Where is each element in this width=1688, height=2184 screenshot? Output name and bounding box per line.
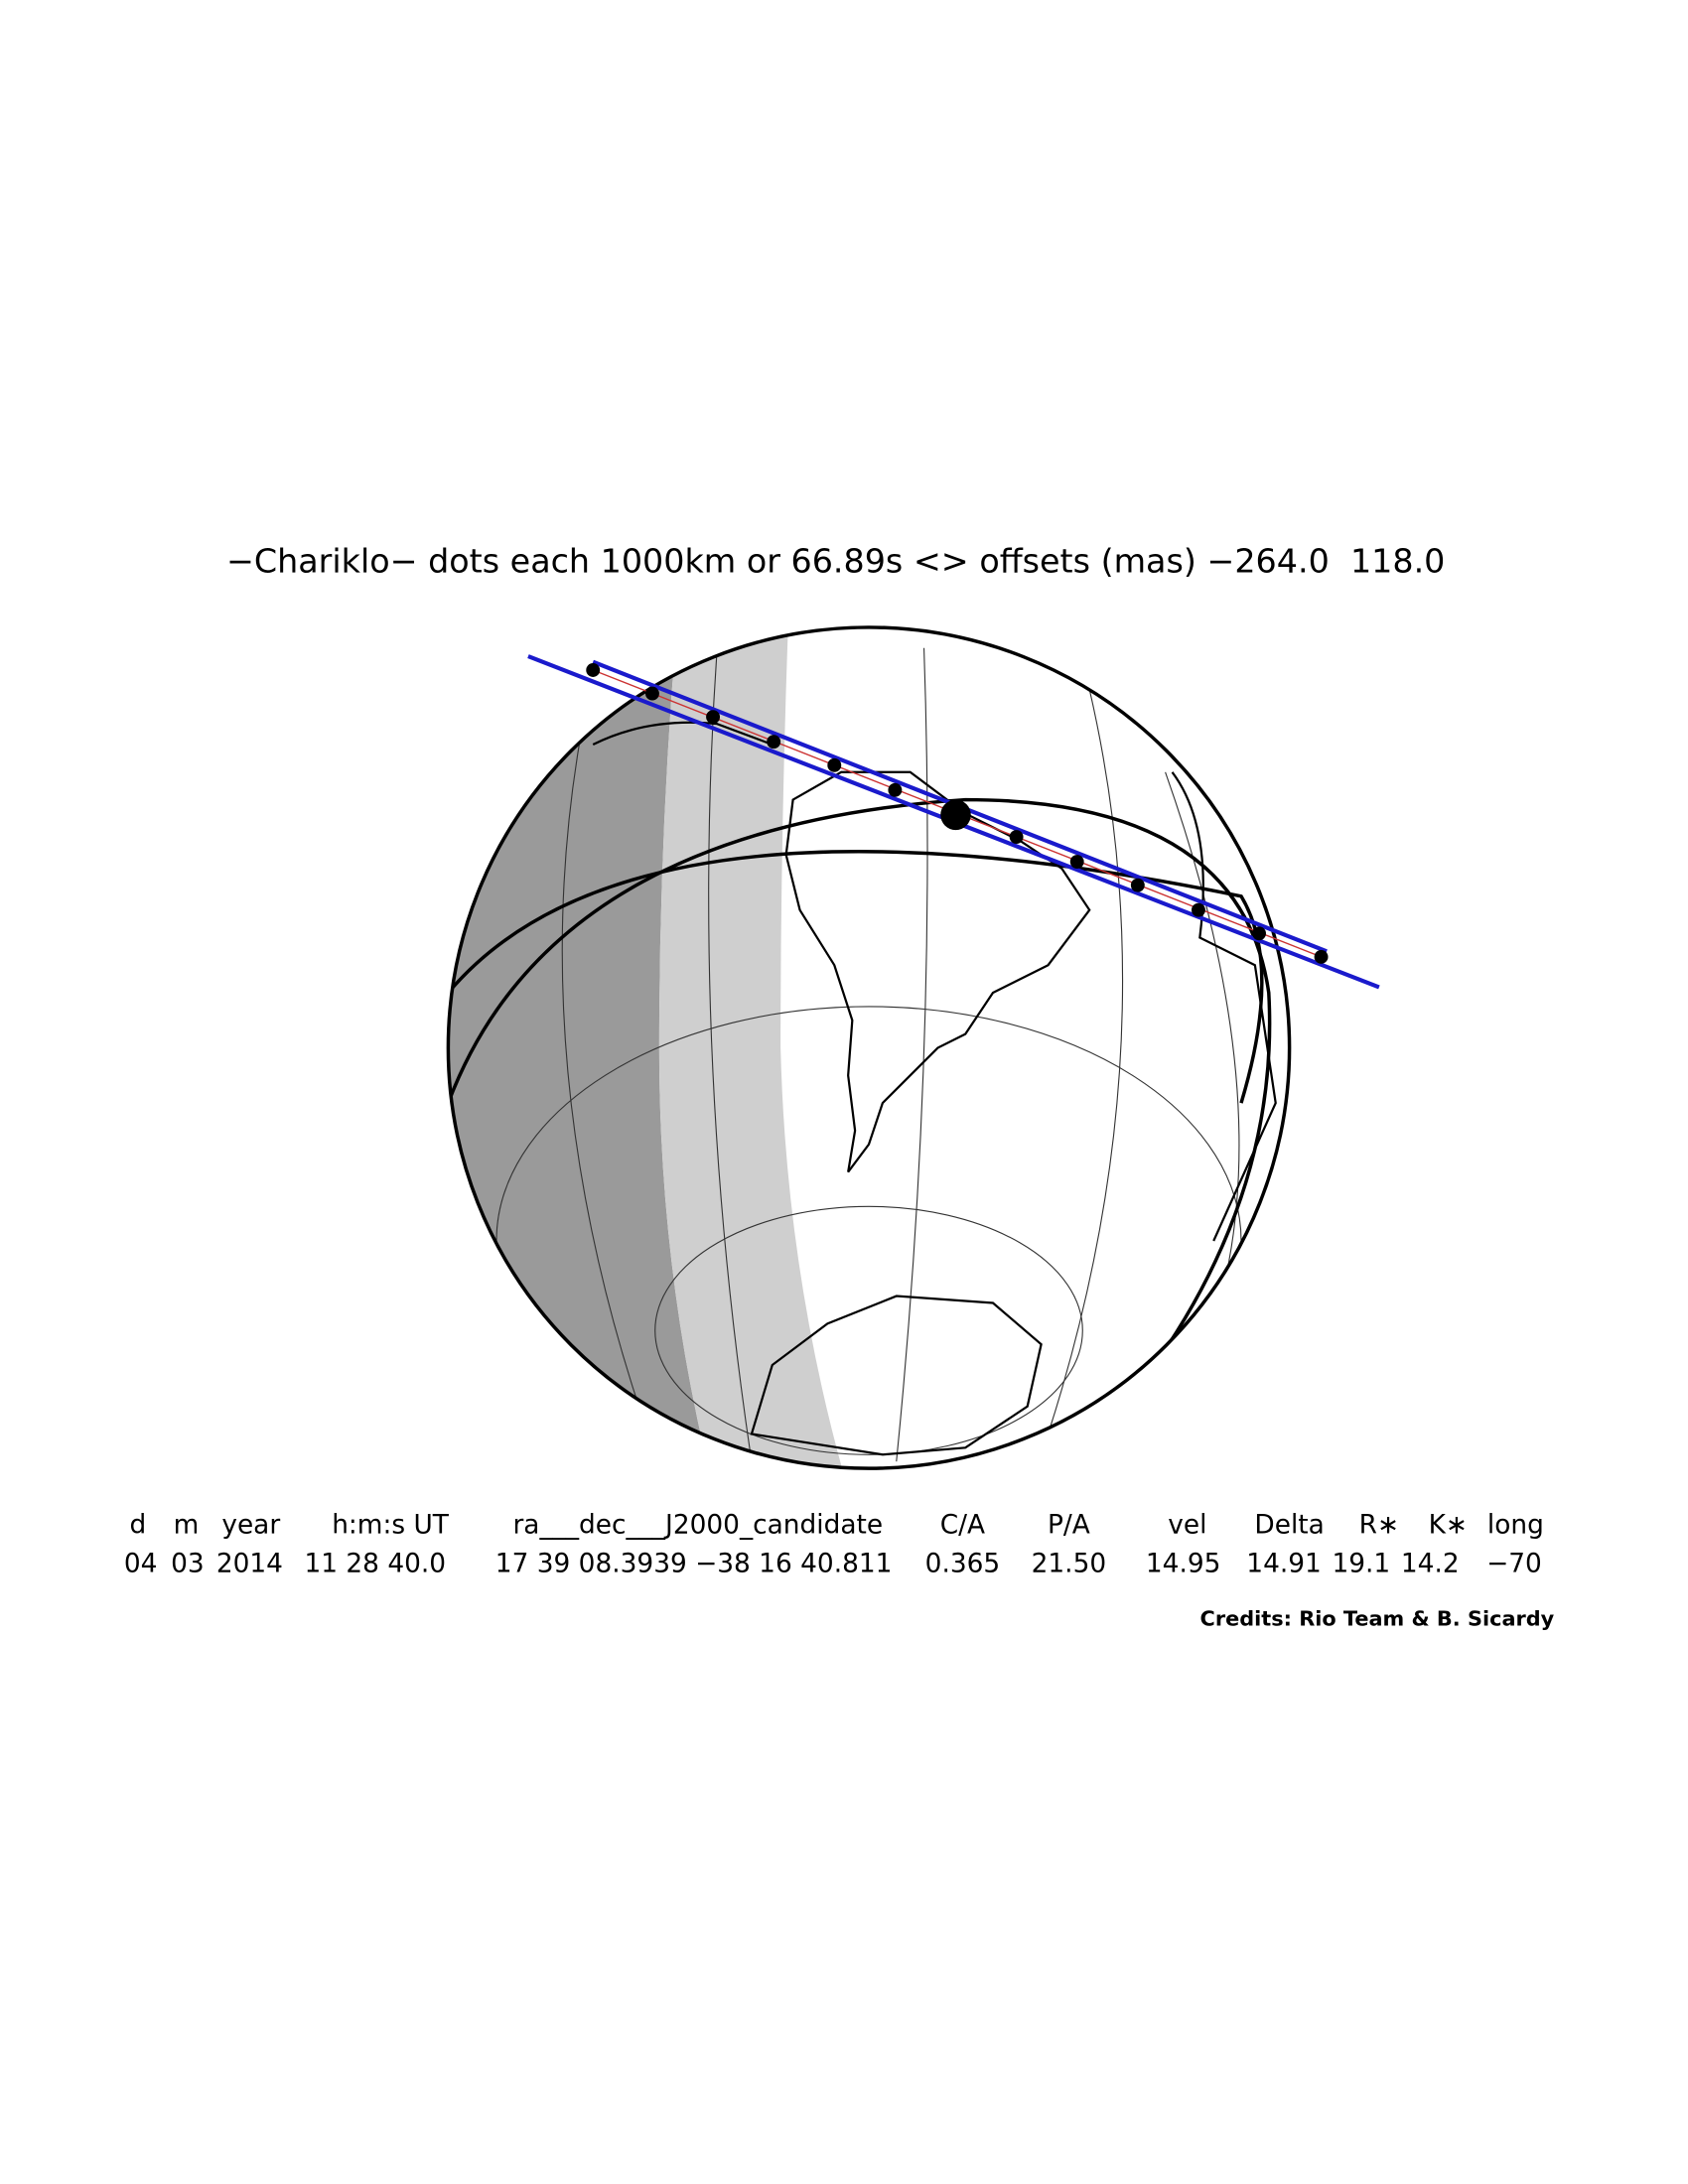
table-header: Delta [1254, 1510, 1324, 1540]
data-table: d m year h:m:s UT ra___dec___J2000_candidate… [124, 1510, 1544, 1578]
table-header: long [1487, 1510, 1544, 1540]
table-cell: 11 28 40.0 [304, 1549, 446, 1578]
table-header: P/A [1048, 1510, 1090, 1540]
table-header: m [174, 1510, 200, 1540]
table-cell: 0.365 [925, 1549, 1001, 1578]
table-cell: 03 [171, 1549, 205, 1578]
table-cell: 14.95 [1146, 1549, 1221, 1578]
table-header: d [130, 1510, 147, 1540]
title: −Chariklo− dots each 1000km or 66.89s <>… [226, 541, 1445, 580]
globe [446, 625, 1292, 1470]
table-cell: 19.1 [1332, 1549, 1390, 1578]
table-cell: 04 [124, 1549, 158, 1578]
table-cell: −70 [1486, 1549, 1542, 1578]
table-header: vel [1168, 1510, 1206, 1540]
table-cell: 14.91 [1246, 1549, 1322, 1578]
credits: Credits: Rio Team & B. Sicardy [1200, 1606, 1555, 1630]
shadow-path [527, 654, 1380, 990]
table-header: C/A [940, 1510, 985, 1540]
table-cell: 14.2 [1401, 1549, 1460, 1578]
table-header: R∗ [1359, 1510, 1399, 1540]
table-header: year [221, 1510, 280, 1540]
table-header: K∗ [1429, 1510, 1468, 1540]
table-cell: 2014 [216, 1549, 283, 1578]
table-cell: 21.50 [1032, 1549, 1107, 1578]
table-header: h:m:s UT [332, 1510, 450, 1540]
table-header: ra___dec___J2000_candidate [512, 1510, 883, 1540]
table-cell: 17 39 08.3939 −38 16 40.811 [495, 1549, 893, 1578]
